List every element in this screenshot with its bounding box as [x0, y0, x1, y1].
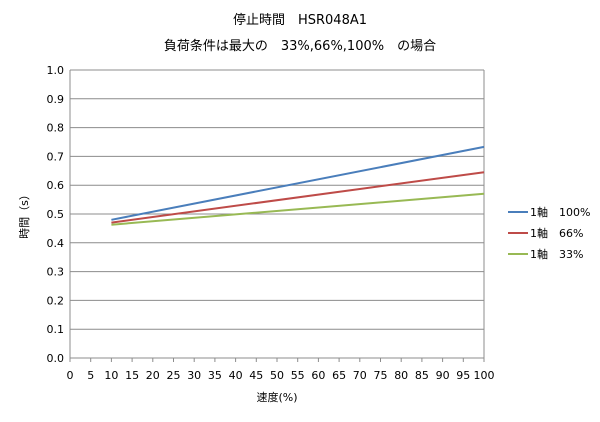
y-tick-label: 0.0: [47, 352, 65, 365]
legend-label: 1軸 33%: [530, 247, 583, 261]
series-line: [111, 171, 485, 224]
x-tick-label: 15: [125, 369, 139, 382]
y-tick-label: 0.6: [47, 179, 65, 192]
y-tick-label: 0.8: [47, 122, 65, 135]
x-tick-label: 70: [353, 369, 367, 382]
x-axis-label: 速度(%): [256, 390, 297, 404]
x-tick-label: 85: [415, 369, 429, 382]
x-tick-label: 45: [249, 369, 263, 382]
series-lines: [111, 145, 485, 226]
y-tick-label: 0.5: [47, 208, 65, 221]
chart-title: 停止時間 HSR048A1: [233, 12, 367, 28]
x-tick-label: 0: [67, 369, 74, 382]
series-line: [111, 192, 485, 226]
legend: 1軸 100% 1軸 66% 1軸 33%: [508, 205, 590, 261]
x-tick-label: 75: [374, 369, 388, 382]
chart-subtitle: 負荷条件は最大の 33%,66%,100% の場合: [164, 38, 436, 54]
x-tick-label: 35: [208, 369, 222, 382]
x-tick-label: 80: [394, 369, 408, 382]
x-tick-label: 60: [311, 369, 325, 382]
series-line: [111, 145, 485, 221]
x-tick-label: 40: [229, 369, 243, 382]
x-tick-label: 50: [270, 369, 284, 382]
y-tick-label: 0.1: [47, 323, 65, 336]
y-tick-label: 0.4: [47, 237, 65, 250]
axes: 0.0 0.1 0.2 0.3 0.4 0.5 0.6 0.7 0.8 0.9 1.0 0 5 10 15 2…: [47, 64, 495, 382]
x-tick-label: 30: [187, 369, 201, 382]
legend-label: 1軸 66%: [530, 226, 583, 240]
y-tick-label: 0.2: [47, 294, 65, 307]
x-tick-label: 10: [104, 369, 118, 382]
x-tick-label: 5: [87, 369, 94, 382]
x-tick-label: 55: [291, 369, 305, 382]
y-axis-label: 時間（s）: [18, 189, 31, 239]
y-tick-label: 0.3: [47, 266, 65, 279]
y-tick-label: 0.9: [47, 93, 65, 106]
x-tick-label: 25: [167, 369, 181, 382]
y-tick-label: 0.7: [47, 150, 65, 163]
gridlines: [70, 69, 484, 359]
legend-label: 1軸 100%: [530, 205, 590, 219]
x-tick-label: 20: [146, 369, 160, 382]
x-tick-label: 90: [436, 369, 450, 382]
x-tick-label: 65: [332, 369, 346, 382]
x-tick-label: 100: [474, 369, 495, 382]
y-tick-label: 1.0: [47, 64, 65, 77]
x-tick-label: 95: [456, 369, 470, 382]
